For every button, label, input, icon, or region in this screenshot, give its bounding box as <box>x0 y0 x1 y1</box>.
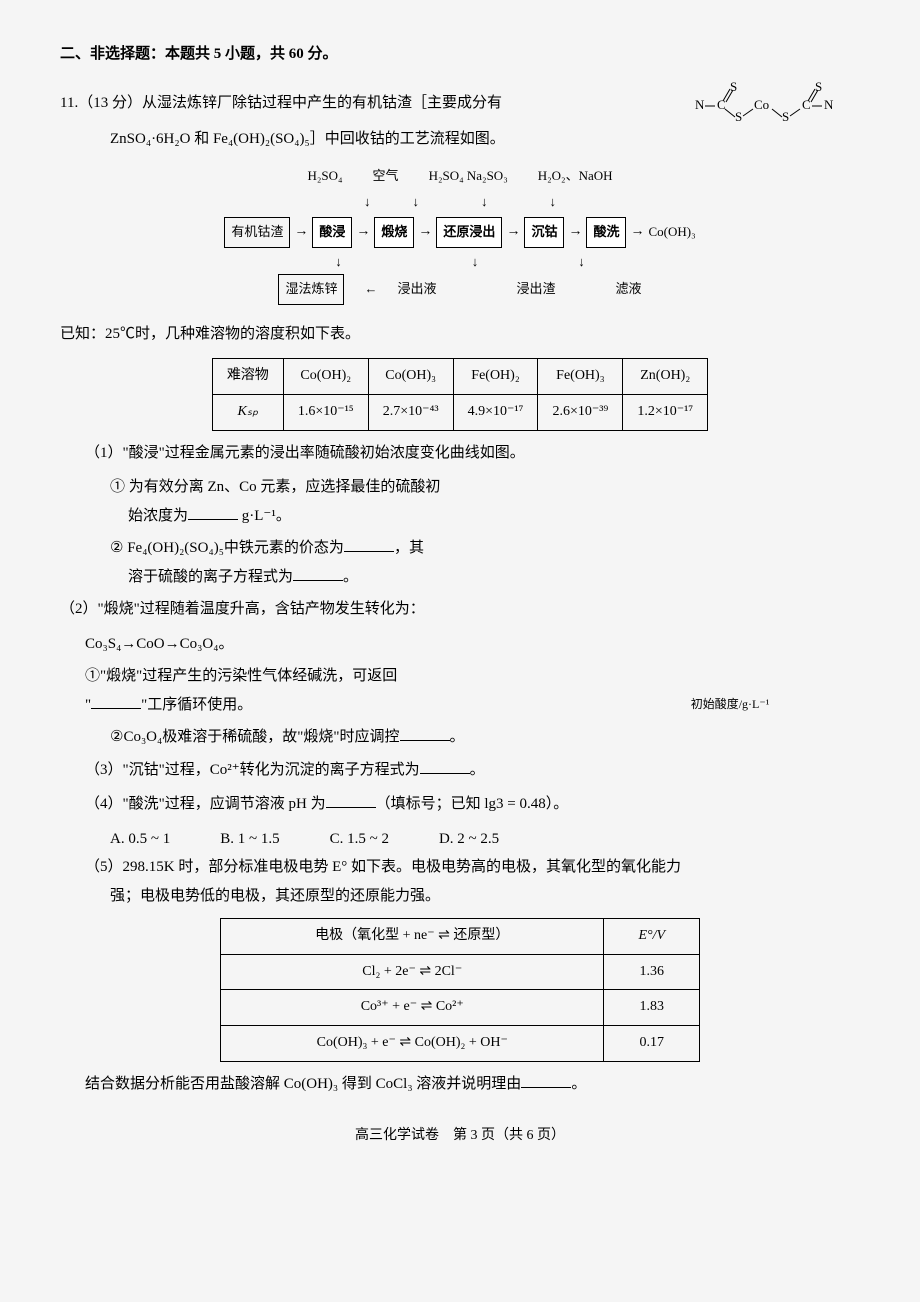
table-cell: Kₛₚ <box>212 395 283 431</box>
option-a[interactable]: A. 0.5 ~ 1 <box>110 825 170 854</box>
flow-node: 酸洗 <box>586 217 626 248</box>
part-1-2: ② Fe₄(OH)₂(SO₄)₅中铁元素的价态为 ，其 溶于硫酸的离子方程式为 。 <box>110 534 585 591</box>
table-cell: 2.6×10⁻³⁹ <box>538 395 623 431</box>
option-d[interactable]: D. 2 ~ 2.5 <box>439 825 499 854</box>
option-b[interactable]: B. 1 ~ 1.5 <box>220 825 279 854</box>
options: A. 0.5 ~ 1 B. 1 ~ 1.5 C. 1.5 ~ 2 D. 2 ~ … <box>110 825 860 854</box>
svg-text:S: S <box>730 79 737 94</box>
svg-text:S: S <box>782 109 789 124</box>
flow-label: H₂SO₄ <box>307 164 342 189</box>
table-cell: 1.2×10⁻¹⁷ <box>623 395 708 431</box>
table-cell: 1.36 <box>604 954 700 990</box>
text: "工序循环使用。 <box>141 697 252 713</box>
flow-node: 还原浸出 <box>436 217 502 248</box>
flow-label: H₂SO₄ Na₂SO₃ <box>429 164 508 189</box>
flow-output: Co(OH)₃ <box>648 220 695 245</box>
flow-bottom: 浸出液 <box>397 277 436 302</box>
table-cell: 1.6×10⁻¹⁵ <box>283 395 368 431</box>
leach-chart: 初始酸度/g·L⁻¹ <box>600 473 860 716</box>
electrode-table: 电极（氧化型 + ne⁻ ⇌ 还原型） E°/V Cl₂ + 2e⁻ ⇌ 2Cl… <box>220 918 700 1061</box>
flow-label: H₂O₂、NaOH <box>538 164 613 189</box>
part-1-1: ① 为有效分离 Zn、Co 元素，应选择最佳的硫酸初 始浓度为 g·L⁻¹。 <box>110 473 585 530</box>
table-header: Co(OH)₂ <box>283 359 368 395</box>
table-cell: 0.17 <box>604 1025 700 1061</box>
table-header: Fe(OH)₂ <box>453 359 538 395</box>
text: （5）298.15K 时，部分标准电极电势 E° 如下表。电极电势高的电极，其氧… <box>85 859 681 875</box>
text: 。 <box>470 762 485 778</box>
text: ② Fe₄(OH)₂(SO₄)₅中铁元素的价态为 <box>110 540 344 556</box>
svg-text:N: N <box>695 97 705 112</box>
part-5: （5）298.15K 时，部分标准电极电势 E° 如下表。电极电势高的电极，其氧… <box>85 853 860 910</box>
text: 。 <box>571 1076 586 1092</box>
blank[interactable] <box>91 694 141 709</box>
table-header: Zn(OH)₂ <box>623 359 708 395</box>
table-header: Co(OH)₃ <box>368 359 453 395</box>
text: 始浓度为 <box>128 508 188 524</box>
part-2-2: ②Co₃O₄极难溶于稀硫酸，故"煅烧"时应调控 。 <box>110 723 860 752</box>
page-footer: 高三化学试卷 第 3 页（共 6 页） <box>60 1123 860 1150</box>
flow-label: 空气 <box>373 164 399 189</box>
text: （3）"沉钴"过程，Co²⁺转化为沉淀的离子方程式为 <box>85 762 420 778</box>
text: 结合数据分析能否用盐酸溶解 Co(OH)₃ 得到 CoCl₃ 溶液并说明理由 <box>85 1076 521 1092</box>
part-2: （2）"煅烧"过程随着温度升高，含钴产物发生转化为： <box>60 595 585 624</box>
table-header: E°/V <box>604 919 700 955</box>
part-3: （3）"沉钴"过程，Co²⁺转化为沉淀的离子方程式为 。 <box>85 756 860 785</box>
table-header: 电极（氧化型 + ne⁻ ⇌ 还原型） <box>221 919 604 955</box>
flow-node: 沉钴 <box>524 217 564 248</box>
text: ①"煅烧"过程产生的污染性气体经碱洗，可返回 <box>85 668 397 684</box>
part-1: （1）"酸浸"过程金属元素的浸出率随硫酸初始浓度变化曲线如图。 <box>85 439 860 468</box>
option-c[interactable]: C. 1.5 ~ 2 <box>330 825 389 854</box>
flow-bottom: 滤液 <box>616 277 642 302</box>
blank[interactable] <box>293 566 343 581</box>
text: 强；电极电势低的电极，其还原型的还原能力强。 <box>110 888 440 904</box>
svg-text:S: S <box>735 109 742 124</box>
blank[interactable] <box>188 505 238 520</box>
flow-node: 有机钴渣 <box>224 217 290 248</box>
chart-xlabel: 初始酸度/g·L⁻¹ <box>600 693 860 716</box>
text: ，其 <box>394 540 424 556</box>
blank[interactable] <box>400 726 450 741</box>
svg-text:S: S <box>815 79 822 94</box>
text: （4）"酸洗"过程，应调节溶液 pH 为 <box>85 796 326 812</box>
part-2-1: ①"煅烧"过程产生的污染性气体经碱洗，可返回 ""工序循环使用。 <box>85 662 585 719</box>
flow-node: 酸浸 <box>312 217 352 248</box>
part-4: （4）"酸洗"过程，应调节溶液 pH 为 （填标号；已知 lg3 = 0.48）。 <box>85 790 860 819</box>
blank[interactable] <box>420 759 470 774</box>
flow-bottom: 浸出渣 <box>517 277 556 302</box>
table-header: 难溶物 <box>212 359 283 395</box>
blank[interactable] <box>326 793 376 808</box>
table-cell: 4.9×10⁻¹⁷ <box>453 395 538 431</box>
part-5-conclusion: 结合数据分析能否用盐酸溶解 Co(OH)₃ 得到 CoCl₃ 溶液并说明理由 。 <box>85 1070 860 1099</box>
known-text: 已知：25℃时，几种难溶物的溶度积如下表。 <box>60 320 860 349</box>
table-cell: 1.83 <box>604 990 700 1026</box>
ksp-table: 难溶物 Co(OH)₂ Co(OH)₃ Fe(OH)₂ Fe(OH)₃ Zn(O… <box>212 358 708 430</box>
flow-node: 煅烧 <box>374 217 414 248</box>
text: ②Co₃O₄极难溶于稀硫酸，故"煅烧"时应调控 <box>110 729 400 745</box>
text: 。 <box>343 569 358 585</box>
table-cell: Cl₂ + 2e⁻ ⇌ 2Cl⁻ <box>221 954 604 990</box>
part-2-formula: Co₃S₄→CoO→Co₃O₄。 <box>85 630 585 659</box>
blank[interactable] <box>344 537 394 552</box>
table-cell: 2.7×10⁻⁴³ <box>368 395 453 431</box>
svg-text:N: N <box>824 97 834 112</box>
stem-text-1: 11.（13 分）从湿法炼锌厂除钴过程中产生的有机钴渣［主要成分有 <box>60 95 502 111</box>
text: ① 为有效分离 Zn、Co 元素，应选择最佳的硫酸初 <box>110 479 440 495</box>
text: 。 <box>450 729 465 745</box>
struct-formula: N C S S Co S C S N <box>690 79 850 135</box>
blank[interactable] <box>521 1073 571 1088</box>
flowchart: H₂SO₄ 空气 H₂SO₄ Na₂SO₃ H₂O₂、NaOH ↓↓↓↓ 有机钴… <box>60 164 860 305</box>
text: g·L⁻¹。 <box>238 508 291 524</box>
q11-stem: 11.（13 分）从湿法炼锌厂除钴过程中产生的有机钴渣［主要成分有 N C S … <box>60 89 860 118</box>
table-cell: Co³⁺ + e⁻ ⇌ Co²⁺ <box>221 990 604 1026</box>
table-cell: Co(OH)₃ + e⁻ ⇌ Co(OH)₂ + OH⁻ <box>221 1025 604 1061</box>
table-header: Fe(OH)₃ <box>538 359 623 395</box>
text: （填标号；已知 lg3 = 0.48）。 <box>376 796 569 812</box>
text: 溶于硫酸的离子方程式为 <box>128 569 293 585</box>
section-title: 二、非选择题：本题共 5 小题，共 60 分。 <box>60 40 860 69</box>
svg-text:Co: Co <box>754 97 769 112</box>
flow-bottom: 湿法炼锌 <box>278 274 344 305</box>
